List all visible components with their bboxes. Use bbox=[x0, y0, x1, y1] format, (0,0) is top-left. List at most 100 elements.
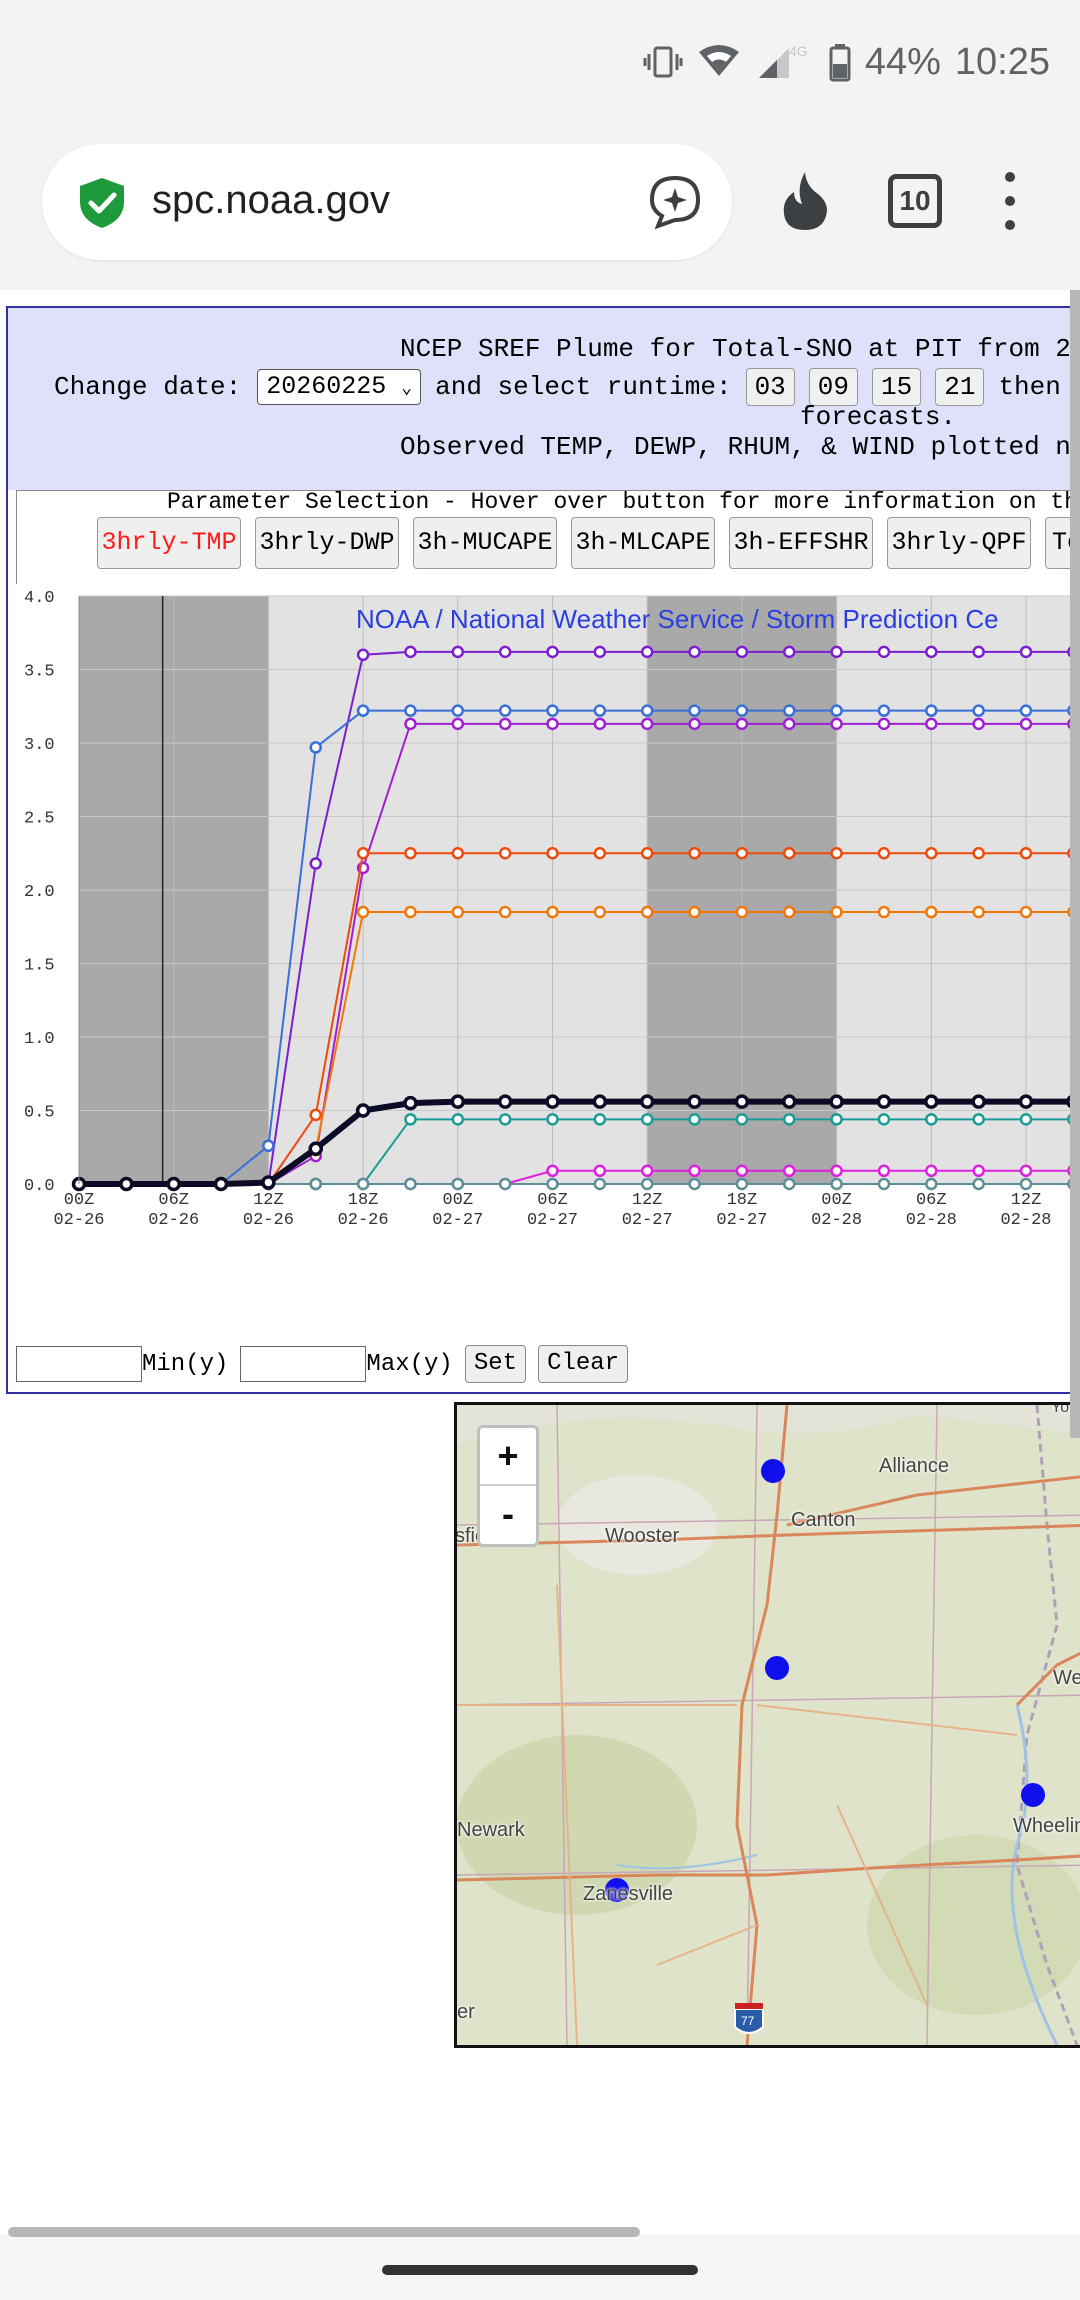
series-point bbox=[213, 1176, 229, 1192]
series-point bbox=[829, 1094, 844, 1109]
x-tick-label: 02-27 bbox=[716, 1211, 767, 1230]
runtime-button-09[interactable]: 09 bbox=[808, 368, 859, 406]
map-tiles[interactable]: 77 bbox=[457, 1405, 1080, 2045]
series-point bbox=[783, 645, 796, 659]
svg-text:4G: 4G bbox=[789, 43, 808, 59]
max-y-label: Max(y) bbox=[366, 1350, 453, 1378]
series-point bbox=[593, 1113, 607, 1126]
series-point bbox=[640, 645, 654, 659]
x-tick-label: 06Z bbox=[158, 1191, 189, 1210]
web-page: NCEP SREF Plume for Total-SNO at PIT fro… bbox=[0, 290, 1080, 2235]
series-point bbox=[925, 704, 938, 717]
series-point bbox=[1019, 1164, 1033, 1178]
x-tick-label: 02-27 bbox=[527, 1211, 578, 1230]
x-tick-label: 12Z bbox=[1011, 1191, 1042, 1210]
series-point bbox=[924, 1094, 939, 1109]
series-point bbox=[1019, 1177, 1033, 1191]
series-point bbox=[1019, 704, 1033, 717]
series-point bbox=[830, 717, 843, 731]
param-button-3hrly-dwp[interactable]: 3hrly-DWP bbox=[255, 517, 399, 569]
series-point bbox=[546, 1177, 559, 1191]
series-point bbox=[593, 645, 607, 659]
clear-button[interactable]: Clear bbox=[538, 1345, 629, 1383]
then-text: then bbox=[998, 372, 1061, 402]
series-point bbox=[404, 905, 417, 919]
station-marker[interactable] bbox=[765, 1656, 789, 1680]
series-point bbox=[640, 1113, 654, 1126]
series-point bbox=[688, 645, 701, 659]
y-tick-label: 1.5 bbox=[24, 957, 55, 976]
flame-icon[interactable] bbox=[776, 170, 834, 237]
series-point bbox=[783, 1177, 796, 1191]
series-point bbox=[735, 1113, 749, 1126]
series-point bbox=[593, 847, 607, 860]
param-button-3h-effshr[interactable]: 3h-EFFSHR bbox=[729, 517, 873, 569]
min-y-input[interactable] bbox=[16, 1346, 142, 1382]
series-point bbox=[688, 1164, 701, 1178]
runtime-button-15[interactable]: 15 bbox=[872, 368, 922, 406]
max-y-input[interactable] bbox=[240, 1346, 367, 1382]
series-point bbox=[451, 717, 465, 731]
x-tick-label: 02-26 bbox=[338, 1211, 389, 1230]
address-bar[interactable]: spc.noaa.gov bbox=[42, 144, 732, 260]
series-point bbox=[830, 645, 843, 659]
param-button-3hrly-tmp[interactable]: 3hrly-TMP bbox=[97, 517, 241, 569]
vibrate-icon bbox=[643, 42, 683, 82]
y-tick-label: 4.0 bbox=[24, 589, 55, 608]
series-point bbox=[972, 1164, 985, 1178]
x-tick-label: 12Z bbox=[632, 1191, 663, 1210]
min-y-label: Min(y) bbox=[142, 1350, 229, 1378]
series-point bbox=[877, 717, 891, 731]
station-marker[interactable] bbox=[605, 1878, 629, 1902]
runtime-button-03[interactable]: 03 bbox=[745, 368, 795, 406]
horizontal-scrollbar[interactable] bbox=[8, 2227, 640, 2237]
series-point bbox=[1019, 905, 1033, 919]
series-line bbox=[79, 1098, 1080, 1187]
runtime-button-21[interactable]: 21 bbox=[935, 368, 985, 406]
site-security-icon[interactable] bbox=[76, 176, 128, 235]
station-marker[interactable] bbox=[761, 1459, 785, 1483]
series-point bbox=[356, 1177, 370, 1191]
series-point bbox=[735, 1164, 749, 1178]
series-point bbox=[309, 741, 322, 754]
home-gesture-handle[interactable] bbox=[382, 2265, 698, 2275]
series-point bbox=[546, 1164, 559, 1178]
series-point bbox=[783, 905, 796, 919]
zoom-out-button[interactable]: - bbox=[502, 1493, 514, 1534]
param-button-3h-mucape[interactable]: 3h-MUCAPE bbox=[413, 517, 557, 569]
series-point bbox=[876, 1094, 892, 1109]
chevron-down-icon: ⌄ bbox=[401, 379, 413, 399]
station-marker[interactable] bbox=[1021, 1783, 1045, 1807]
date-select[interactable]: 20260225 ⌄ bbox=[257, 369, 422, 405]
series-line bbox=[79, 709, 1080, 1185]
series-point bbox=[546, 704, 559, 717]
param-button-3hrly-qpf[interactable]: 3hrly-QPF bbox=[887, 517, 1031, 569]
map-label-newark: Newark bbox=[457, 1819, 525, 1841]
series-point bbox=[735, 905, 749, 919]
series-point bbox=[404, 704, 417, 717]
series-point bbox=[498, 717, 512, 731]
series-point bbox=[734, 1094, 750, 1109]
series-point bbox=[451, 847, 465, 860]
series-point bbox=[925, 1177, 938, 1191]
series-point bbox=[925, 905, 938, 919]
station-map[interactable]: 77 Alliance Canton Wooster sfield Newark… bbox=[454, 1402, 1080, 2048]
y-tick-label: 3.0 bbox=[24, 736, 55, 755]
series-point bbox=[971, 1094, 986, 1109]
series-point bbox=[688, 704, 701, 717]
x-tick-label: 02-27 bbox=[432, 1211, 483, 1230]
tab-switcher-button[interactable]: 10 bbox=[888, 174, 942, 228]
url-text[interactable]: spc.noaa.gov bbox=[152, 178, 390, 222]
set-button[interactable]: Set bbox=[464, 1345, 527, 1383]
vertical-scrollbar[interactable] bbox=[1070, 290, 1080, 1438]
x-tick-label: 06Z bbox=[916, 1191, 947, 1210]
series-point bbox=[498, 645, 512, 659]
assistant-icon[interactable] bbox=[646, 172, 704, 235]
param-button-3h-mlcape[interactable]: 3h-MLCAPE bbox=[571, 517, 715, 569]
status-bar: 4G 44% 10:25 bbox=[0, 0, 1080, 120]
series-point bbox=[309, 857, 322, 870]
y-tick-label: 0.0 bbox=[24, 1177, 55, 1196]
overflow-menu-icon[interactable] bbox=[1004, 172, 1016, 244]
series-point bbox=[925, 847, 938, 860]
zoom-in-button[interactable]: + bbox=[480, 1428, 536, 1486]
